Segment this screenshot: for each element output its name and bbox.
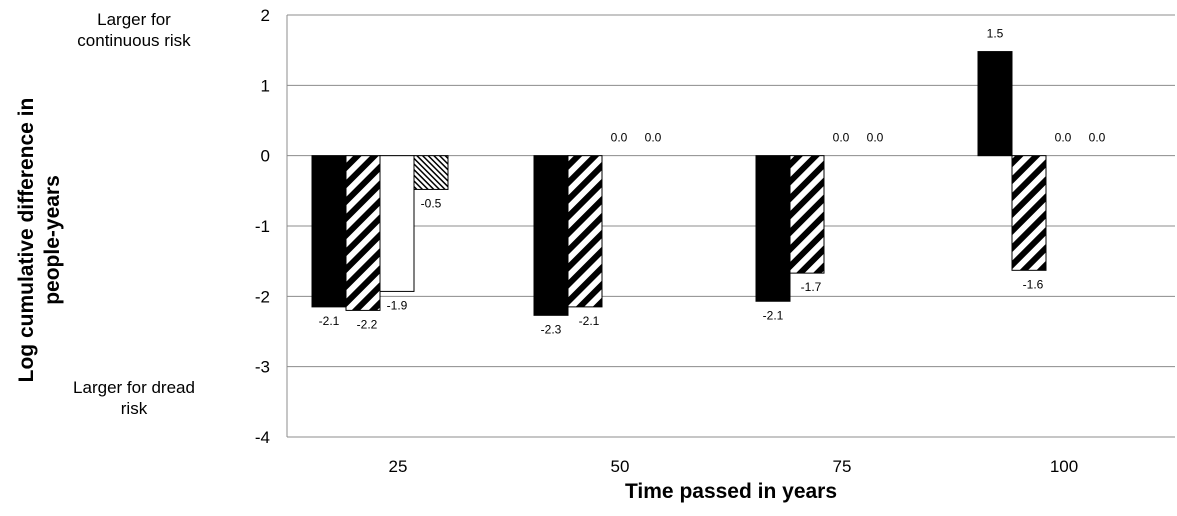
y-tick-labels: 2 1 0 -1 -2 -3 -4 [255, 6, 270, 447]
y-tick-label: -3 [255, 358, 270, 377]
x-tick-label: 100 [1050, 457, 1078, 476]
bar-white-25 [379, 155, 415, 292]
bar-value-label: -2.1 [319, 314, 340, 328]
bar-value-label: 0.0 [645, 131, 662, 145]
x-tick-label: 75 [833, 457, 852, 476]
bar-value-label: -1.7 [801, 280, 822, 294]
bar-value-label: 0.0 [833, 131, 850, 145]
bar-value-label: -2.1 [579, 314, 600, 328]
y-tick-label: -2 [255, 287, 270, 306]
annotation-dread-risk: Larger for dread risk [73, 378, 195, 418]
bar-solid-black-25 [311, 155, 347, 308]
bar-value-label: 0.0 [867, 131, 884, 145]
bars [311, 51, 1047, 316]
bar-value-label: 0.0 [1089, 131, 1106, 145]
y-tick-label: -4 [255, 428, 270, 447]
bar-value-label: 1.5 [987, 27, 1004, 41]
y-tick-label: 2 [261, 6, 270, 25]
bar-value-label: 0.0 [1055, 131, 1072, 145]
bar-value-labels: -2.1 -2.2 -1.9 -0.5 -2.3 -2.1 0.0 0.0 -2.1 -1.7 0.… [319, 27, 1106, 337]
bar-diagonal-hatch-75 [789, 155, 825, 274]
bar-value-label: -1.6 [1023, 277, 1044, 291]
bar-value-label: -2.1 [763, 308, 784, 322]
y-axis-title: Log cumulative difference in people-year… [15, 97, 64, 383]
bar-solid-black-50 [533, 155, 569, 316]
x-tick-label: 50 [611, 457, 630, 476]
bar-diagonal-hatch-25 [345, 155, 381, 311]
y-axis-title-wrap: Log cumulative difference in people-year… [10, 60, 70, 420]
x-axis-title: Time passed in years [624, 480, 838, 503]
y-tick-label: 1 [261, 76, 270, 95]
y-tick-label: 0 [261, 147, 270, 166]
bar-value-label: 0.0 [611, 131, 628, 145]
bar-diagonal-hatch-50 [567, 155, 603, 308]
bar-solid-black-75 [755, 155, 791, 302]
bar-value-label: -0.5 [421, 196, 442, 210]
bar-dense-hatch-25 [413, 155, 449, 190]
bar-diagonal-hatch-100 [1011, 155, 1047, 271]
bar-value-label: -1.9 [387, 298, 408, 312]
x-tick-labels: 25 50 75 100 [389, 457, 1079, 476]
bar-value-label: -2.2 [357, 317, 378, 331]
bar-value-label: -2.3 [541, 322, 562, 336]
bar-solid-black-100 [977, 51, 1013, 157]
annotation-continuous-risk: Larger for continuous risk [77, 10, 191, 50]
x-tick-label: 25 [389, 457, 408, 476]
y-tick-label: -1 [255, 217, 270, 236]
